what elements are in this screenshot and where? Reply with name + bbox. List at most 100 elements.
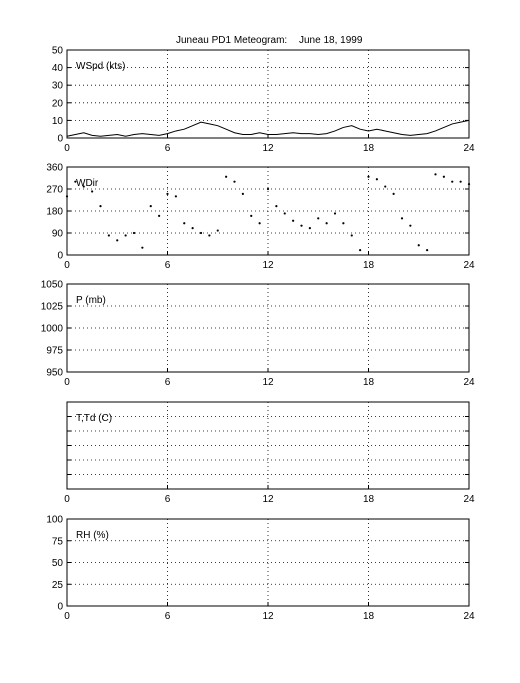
x-tick-label: 24 <box>463 377 475 388</box>
y-tick-label: 0 <box>57 134 63 145</box>
x-tick-label: 18 <box>363 377 375 388</box>
data-point <box>225 175 228 178</box>
y-tick-label: 360 <box>46 163 63 174</box>
data-point <box>442 175 445 178</box>
panel-4: 0 6 12 18 24 T,Td (C) <box>64 401 475 505</box>
panel-label: WDir <box>76 178 99 189</box>
x-tick-label: 0 <box>64 611 70 622</box>
data-point <box>417 244 420 247</box>
data-point <box>124 234 127 237</box>
x-tick-label: 6 <box>165 611 171 622</box>
data-point <box>166 192 169 195</box>
data-point <box>199 231 203 235</box>
y-tick-label: 10 <box>52 116 64 127</box>
panel-label: T,Td (C) <box>76 413 112 424</box>
x-tick-label: 24 <box>463 143 475 154</box>
x-tick-label: 24 <box>463 260 475 271</box>
y-tick-label: 1025 <box>41 302 64 313</box>
x-tick-label: 0 <box>64 260 70 271</box>
data-point <box>216 229 219 232</box>
figure-title-date: June 18, 1999 <box>299 35 363 46</box>
data-point <box>82 185 85 188</box>
data-point <box>451 180 454 183</box>
y-tick-label: 975 <box>46 346 63 357</box>
data-point <box>183 222 186 225</box>
x-tick-label: 0 <box>64 494 70 505</box>
panel-3: 950 975 1000 1025 1050 0 6 12 18 24 P (mb) <box>41 280 475 389</box>
data-point <box>132 231 136 235</box>
data-point <box>300 224 303 227</box>
data-point <box>241 192 244 195</box>
data-point <box>158 214 161 217</box>
x-tick-label: 0 <box>64 377 70 388</box>
data-point <box>283 212 286 215</box>
data-point <box>141 246 144 249</box>
y-tick-label: 0 <box>57 251 63 262</box>
data-point <box>342 222 345 225</box>
x-tick-label: 6 <box>165 494 171 505</box>
x-tick-label: 0 <box>64 143 70 154</box>
y-tick-label: 30 <box>52 81 64 92</box>
data-point <box>467 183 471 186</box>
x-tick-label: 18 <box>363 611 375 622</box>
panel-2: 0 90 180 270 360 0 6 12 18 24 WDir <box>46 163 475 272</box>
x-tick-label: 12 <box>262 377 274 388</box>
y-tick-label: 50 <box>52 46 64 57</box>
y-tick-label: 40 <box>52 63 64 74</box>
y-tick-label: 90 <box>52 229 64 240</box>
data-point <box>367 175 370 178</box>
data-point <box>65 195 69 198</box>
data-point <box>174 195 177 198</box>
data-point <box>333 212 337 215</box>
x-tick-label: 24 <box>463 611 475 622</box>
data-point <box>400 217 404 220</box>
panel-1: 0 10 20 30 40 50 0 6 12 18 24 WSpd (kts) <box>52 46 475 155</box>
data-point <box>149 205 152 208</box>
y-tick-label: 25 <box>52 580 64 591</box>
x-tick-label: 12 <box>262 611 274 622</box>
data-point <box>208 234 211 237</box>
data-point <box>434 173 437 176</box>
data-point <box>392 192 395 195</box>
data-point <box>191 227 194 230</box>
data-point <box>250 214 253 217</box>
panel-label: WSpd (kts) <box>76 61 125 72</box>
data-point <box>258 222 261 225</box>
figure-title-station: Juneau PD1 Meteogram: <box>176 35 287 46</box>
data-point <box>99 205 102 208</box>
y-tick-label: 950 <box>46 368 63 379</box>
y-tick-label: 100 <box>46 515 63 526</box>
x-tick-label: 18 <box>363 494 375 505</box>
data-point <box>350 234 353 237</box>
panel-label: P (mb) <box>76 295 106 306</box>
data-point <box>384 185 387 188</box>
data-point <box>359 249 362 252</box>
x-tick-label: 18 <box>363 260 375 271</box>
data-point <box>91 190 94 193</box>
x-tick-label: 12 <box>262 260 274 271</box>
data-point <box>116 239 119 242</box>
x-tick-label: 6 <box>165 377 171 388</box>
series-line <box>66 119 470 137</box>
y-tick-label: 180 <box>46 207 63 218</box>
x-tick-label: 12 <box>262 494 274 505</box>
x-tick-label: 6 <box>165 260 171 271</box>
x-tick-label: 24 <box>463 494 475 505</box>
panel-label: RH (%) <box>76 530 109 541</box>
x-tick-label: 12 <box>262 143 274 154</box>
data-point <box>426 249 429 252</box>
y-tick-label: 20 <box>52 98 64 109</box>
y-tick-label: 75 <box>52 536 64 547</box>
data-point <box>409 224 412 227</box>
data-point <box>317 217 320 220</box>
y-tick-label: 0 <box>57 602 63 613</box>
data-point <box>107 234 110 237</box>
x-tick-label: 18 <box>363 143 375 154</box>
data-point <box>459 180 462 183</box>
data-point <box>308 227 311 230</box>
data-point <box>233 180 236 183</box>
y-tick-label: 1050 <box>41 280 64 291</box>
data-point <box>292 219 295 222</box>
y-tick-label: 50 <box>52 558 64 569</box>
